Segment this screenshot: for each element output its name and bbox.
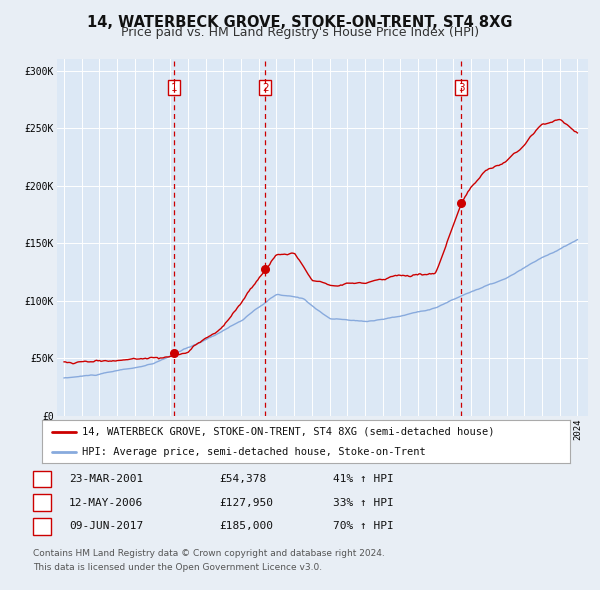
Text: 41% ↑ HPI: 41% ↑ HPI — [333, 474, 394, 484]
Text: 3: 3 — [458, 83, 464, 93]
Text: 70% ↑ HPI: 70% ↑ HPI — [333, 522, 394, 531]
Text: 2: 2 — [262, 83, 269, 93]
Text: 23-MAR-2001: 23-MAR-2001 — [69, 474, 143, 484]
Text: HPI: Average price, semi-detached house, Stoke-on-Trent: HPI: Average price, semi-detached house,… — [82, 447, 425, 457]
Text: This data is licensed under the Open Government Licence v3.0.: This data is licensed under the Open Gov… — [33, 563, 322, 572]
Text: 14, WATERBECK GROVE, STOKE-ON-TRENT, ST4 8XG (semi-detached house): 14, WATERBECK GROVE, STOKE-ON-TRENT, ST4… — [82, 427, 494, 437]
Text: 09-JUN-2017: 09-JUN-2017 — [69, 522, 143, 531]
Text: 12-MAY-2006: 12-MAY-2006 — [69, 498, 143, 507]
Text: 1: 1 — [38, 474, 46, 484]
Text: 1: 1 — [171, 83, 178, 93]
Text: Contains HM Land Registry data © Crown copyright and database right 2024.: Contains HM Land Registry data © Crown c… — [33, 549, 385, 558]
Text: 33% ↑ HPI: 33% ↑ HPI — [333, 498, 394, 507]
Text: 14, WATERBECK GROVE, STOKE-ON-TRENT, ST4 8XG: 14, WATERBECK GROVE, STOKE-ON-TRENT, ST4… — [87, 15, 513, 30]
Text: 2: 2 — [38, 498, 46, 507]
Text: 3: 3 — [38, 522, 46, 531]
Text: Price paid vs. HM Land Registry's House Price Index (HPI): Price paid vs. HM Land Registry's House … — [121, 26, 479, 39]
Text: £54,378: £54,378 — [219, 474, 266, 484]
Text: £127,950: £127,950 — [219, 498, 273, 507]
Text: £185,000: £185,000 — [219, 522, 273, 531]
